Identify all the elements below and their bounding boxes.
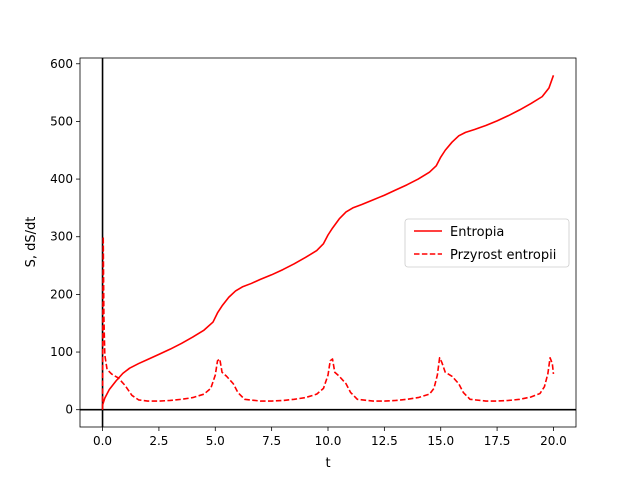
y-tick-label: 100 (50, 345, 73, 359)
x-axis-label: t (325, 456, 330, 471)
x-tick-label: 17.5 (484, 434, 511, 448)
y-tick-label: 600 (50, 57, 73, 71)
chart-marks (80, 58, 576, 427)
y-tick-label: 400 (50, 172, 73, 186)
x-tick-label: 20.0 (540, 434, 567, 448)
y-tick-label: 300 (50, 230, 73, 244)
x-tick-label: 5.0 (206, 434, 225, 448)
x-tick-label: 12.5 (371, 434, 398, 448)
x-tick-label: 7.5 (262, 434, 281, 448)
x-tick-label: 0.0 (93, 434, 112, 448)
legend-label-entropia: Entropia (450, 225, 504, 240)
y-tick-label: 0 (65, 403, 73, 417)
x-tick-label: 15.0 (427, 434, 454, 448)
axis-ticks: 0.0 2.5 5.0 7.5 10.0 12.5 15.0 17.5 20.0 0 100 200 3… (50, 57, 567, 448)
y-tick-label: 200 (50, 287, 73, 301)
legend-box (404, 218, 570, 268)
series-line-przyrost-entropii (101, 235, 555, 410)
y-axis-label: S, dS/dt (24, 217, 39, 268)
legend: Entropia Przyrost entropii (404, 218, 570, 268)
y-tick-label: 500 (50, 114, 73, 128)
series-line-entropia (101, 75, 555, 406)
x-tick-label: 10.0 (315, 434, 342, 448)
x-tick-label: 2.5 (149, 434, 168, 448)
legend-label-przyrost-entropii: Przyrost entropii (450, 248, 556, 263)
